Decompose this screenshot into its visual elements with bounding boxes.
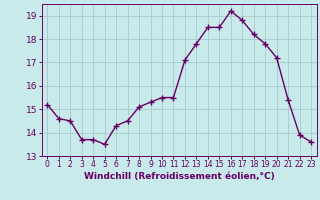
X-axis label: Windchill (Refroidissement éolien,°C): Windchill (Refroidissement éolien,°C) [84, 172, 275, 181]
